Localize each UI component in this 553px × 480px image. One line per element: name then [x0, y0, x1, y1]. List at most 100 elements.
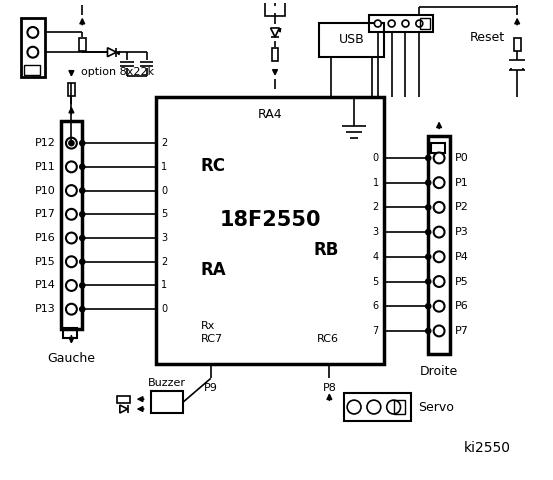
Text: P9: P9: [204, 383, 218, 393]
Bar: [428, 136, 450, 354]
Circle shape: [374, 20, 381, 27]
Bar: [272, 48, 279, 60]
Circle shape: [426, 279, 431, 284]
Bar: [420, 18, 430, 29]
Circle shape: [80, 141, 85, 145]
Circle shape: [80, 188, 85, 193]
Bar: [369, 14, 433, 33]
Text: P14: P14: [35, 280, 56, 290]
Bar: [265, 0, 285, 16]
Text: P2: P2: [455, 203, 469, 212]
Text: 1: 1: [161, 162, 168, 172]
Circle shape: [434, 177, 445, 188]
Text: 1: 1: [373, 178, 379, 188]
Circle shape: [402, 20, 409, 27]
Text: RC7: RC7: [201, 334, 223, 344]
Circle shape: [426, 328, 431, 334]
Circle shape: [426, 229, 431, 235]
Circle shape: [80, 212, 85, 217]
Circle shape: [66, 304, 77, 314]
Circle shape: [80, 307, 85, 312]
Text: Droite: Droite: [420, 365, 458, 378]
Circle shape: [426, 254, 431, 259]
Circle shape: [66, 138, 77, 149]
Text: P4: P4: [455, 252, 469, 262]
Text: 2: 2: [161, 257, 168, 267]
Text: P12: P12: [35, 138, 56, 148]
Text: 0: 0: [161, 186, 168, 195]
Text: P7: P7: [455, 326, 469, 336]
Text: option 8x22k: option 8x22k: [81, 67, 154, 77]
Text: P13: P13: [35, 304, 56, 314]
Bar: [152, 391, 183, 413]
Bar: [79, 38, 86, 51]
Circle shape: [426, 205, 431, 210]
Text: 5: 5: [161, 209, 168, 219]
Text: P11: P11: [35, 162, 56, 172]
Text: 5: 5: [373, 276, 379, 287]
Text: 4: 4: [373, 252, 379, 262]
Circle shape: [80, 164, 85, 169]
Bar: [320, 23, 384, 57]
Text: P5: P5: [455, 276, 468, 287]
Circle shape: [426, 304, 431, 309]
Text: 2: 2: [373, 203, 379, 212]
Text: P16: P16: [35, 233, 56, 243]
Circle shape: [66, 185, 77, 196]
Bar: [24, 65, 40, 75]
Bar: [64, 328, 77, 338]
Bar: [344, 393, 411, 421]
Bar: [394, 400, 405, 414]
Circle shape: [434, 153, 445, 163]
Text: 7: 7: [373, 326, 379, 336]
Text: P17: P17: [35, 209, 56, 219]
Circle shape: [66, 233, 77, 243]
Text: 3: 3: [373, 227, 379, 237]
Circle shape: [434, 325, 445, 336]
Circle shape: [80, 259, 85, 264]
Circle shape: [387, 400, 400, 414]
Text: 3: 3: [161, 233, 168, 243]
Text: P10: P10: [35, 186, 56, 195]
Bar: [117, 396, 130, 403]
Text: RC: RC: [201, 157, 226, 175]
Text: P6: P6: [455, 301, 468, 311]
Text: 6: 6: [373, 301, 379, 311]
Text: Reset: Reset: [470, 31, 505, 44]
Text: 0: 0: [373, 153, 379, 163]
Text: RA: RA: [201, 261, 227, 279]
Circle shape: [388, 20, 395, 27]
Circle shape: [416, 20, 423, 27]
Circle shape: [434, 252, 445, 262]
Text: RC6: RC6: [317, 334, 339, 344]
Text: RA4: RA4: [258, 108, 283, 121]
Circle shape: [66, 256, 77, 267]
Text: 18F2550: 18F2550: [220, 210, 321, 230]
Circle shape: [69, 141, 74, 145]
Text: USB: USB: [339, 33, 364, 47]
Circle shape: [426, 180, 431, 185]
Circle shape: [28, 27, 38, 38]
Circle shape: [80, 236, 85, 240]
Circle shape: [434, 202, 445, 213]
Circle shape: [66, 161, 77, 172]
Circle shape: [434, 301, 445, 312]
Bar: [60, 121, 82, 329]
Circle shape: [28, 47, 38, 58]
Circle shape: [426, 156, 431, 160]
Text: Servo: Servo: [418, 400, 454, 414]
Text: P1: P1: [455, 178, 468, 188]
Text: Rx: Rx: [201, 321, 215, 331]
Bar: [156, 96, 384, 363]
Text: 0: 0: [161, 304, 168, 314]
Text: P15: P15: [35, 257, 56, 267]
Circle shape: [80, 283, 85, 288]
Bar: [21, 18, 45, 77]
Text: P0: P0: [455, 153, 468, 163]
Bar: [431, 143, 445, 153]
Circle shape: [434, 276, 445, 287]
Text: 1: 1: [161, 280, 168, 290]
Circle shape: [347, 400, 361, 414]
Text: P8: P8: [322, 383, 336, 393]
Text: Buzzer: Buzzer: [148, 378, 186, 388]
